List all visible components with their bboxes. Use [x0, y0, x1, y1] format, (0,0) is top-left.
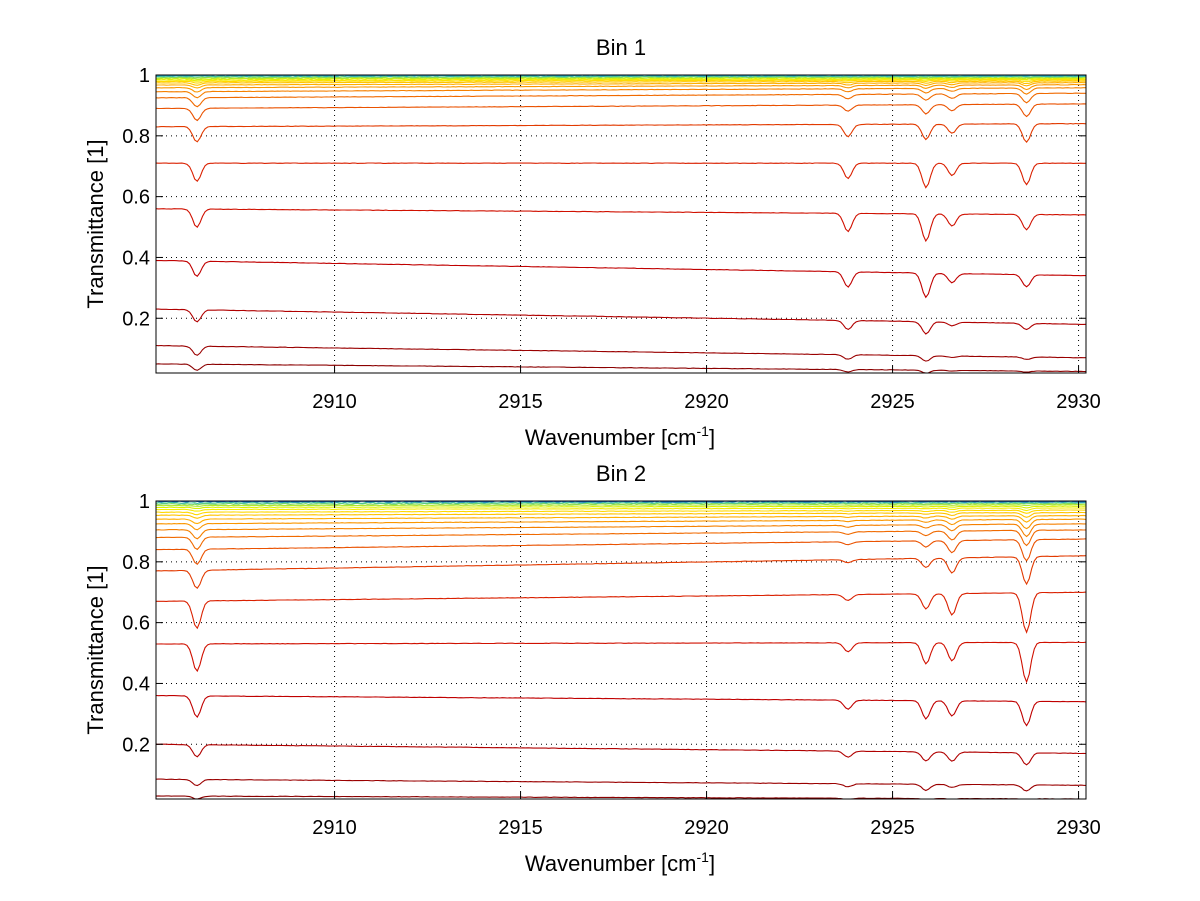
y-tick-label: 1	[139, 65, 150, 87]
y-ticks: 0.2 0.4 0.6 0.8 1	[122, 491, 1086, 756]
y-tick-label: 0.4	[122, 247, 150, 269]
grid-lines	[156, 74, 1086, 373]
x-axis-label: Wavenumber [cm-1]	[525, 849, 715, 876]
x-ticks: 2910 2915 2920 2925 2930	[312, 75, 1101, 413]
subplot-title: Bin 2	[596, 461, 646, 486]
y-tick-label: 0.6	[122, 613, 150, 635]
x-tick-label: 2930	[1056, 817, 1101, 839]
axes-box	[155, 74, 1087, 374]
series-line	[155, 555, 1087, 590]
series-line	[155, 208, 1087, 243]
y-tick-label: 1	[139, 491, 150, 513]
y-tick-label: 0.6	[122, 187, 150, 209]
series-line	[155, 259, 1086, 299]
series-line	[156, 308, 1087, 335]
y-tick-label: 0.8	[122, 126, 150, 148]
y-tick-label: 0.2	[122, 308, 150, 330]
series-lines	[155, 74, 1087, 374]
x-tick-label: 2915	[498, 817, 543, 839]
series-line	[155, 81, 1086, 89]
x-tick-label: 2910	[312, 817, 357, 839]
series-line	[155, 778, 1087, 792]
subplot-bin-2: Bin 2 2910 2915 2920 2925 2930 0.2 0.4 0.6 0.8 1…	[83, 461, 1101, 876]
series-line	[155, 529, 1087, 551]
series-line	[155, 75, 1087, 79]
x-tick-label: 2930	[1056, 391, 1101, 413]
x-tick-label: 2910	[312, 391, 357, 413]
y-tick-label: 0.4	[122, 673, 150, 695]
series-line	[155, 503, 1087, 507]
series-line	[156, 743, 1087, 766]
series-line	[155, 501, 1086, 505]
series-line	[156, 505, 1087, 509]
series-line	[155, 84, 1087, 93]
series-line	[155, 694, 1087, 727]
series-line	[155, 87, 1086, 99]
y-tick-label: 0.8	[122, 552, 150, 574]
series-line	[155, 363, 1087, 374]
series-line	[155, 523, 1086, 540]
x-axis-label: Wavenumber [cm-1]	[525, 423, 715, 450]
subplot-bin-1: Bin 1 2910 2915 2920 2925 2930 0.2 0.4 0.6 0.8 1…	[83, 35, 1101, 450]
series-line	[155, 122, 1087, 143]
series-line	[156, 641, 1087, 684]
x-tick-label: 2925	[870, 817, 915, 839]
series-line	[156, 509, 1087, 516]
y-axis-label: Transmittance [1]	[83, 565, 108, 734]
series-line	[155, 538, 1087, 565]
series-line	[155, 514, 1087, 525]
x-tick-label: 2915	[498, 391, 543, 413]
axes-box	[155, 500, 1087, 800]
series-line	[155, 518, 1087, 531]
y-ticks: 0.2 0.4 0.6 0.8 1	[122, 65, 1086, 330]
series-line	[155, 502, 1086, 506]
x-tick-label: 2920	[684, 817, 729, 839]
series-line	[155, 344, 1086, 362]
series-line	[155, 92, 1086, 108]
series-line	[155, 162, 1086, 189]
series-line	[155, 80, 1086, 86]
series-line	[155, 511, 1087, 519]
y-tick-label: 0.2	[122, 734, 150, 756]
y-axis-label: Transmittance [1]	[83, 139, 108, 308]
series-line	[155, 74, 1087, 77]
series-line	[156, 591, 1087, 634]
series-line	[155, 103, 1087, 122]
series-line	[155, 507, 1087, 512]
series-line	[156, 79, 1087, 84]
subplot-title: Bin 1	[596, 35, 646, 60]
series-line	[156, 78, 1087, 82]
x-ticks: 2910 2915 2920 2925 2930	[312, 501, 1101, 839]
x-tick-label: 2920	[684, 391, 729, 413]
x-tick-label: 2925	[870, 391, 915, 413]
